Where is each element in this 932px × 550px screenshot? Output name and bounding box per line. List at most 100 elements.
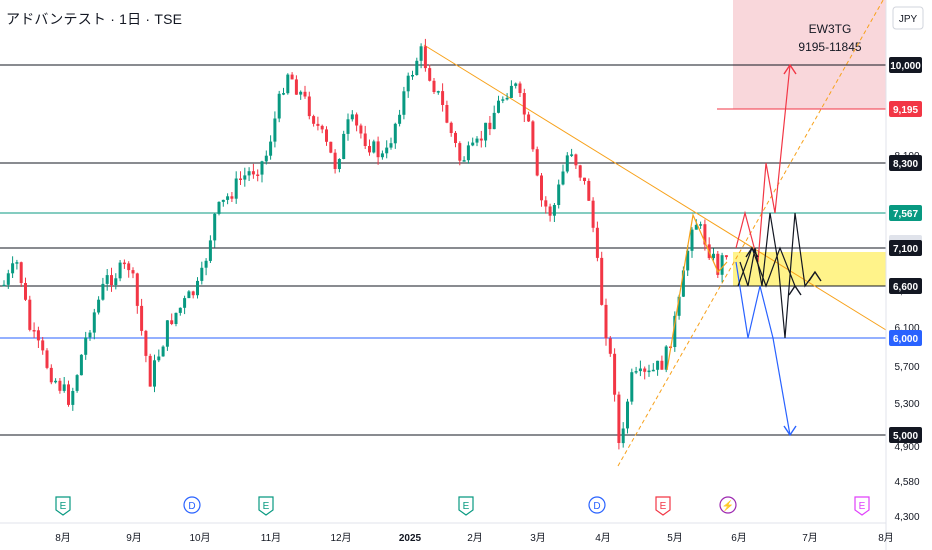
- candle-body: [643, 368, 647, 372]
- candle-body: [191, 291, 195, 296]
- candle-body: [531, 121, 535, 150]
- price-tag-label: 5,000: [893, 431, 918, 442]
- candle-body: [161, 346, 165, 357]
- x-tick-label: 6月: [731, 532, 747, 544]
- x-tick-label: 5月: [667, 532, 683, 544]
- candle-body: [475, 138, 479, 143]
- x-tick-label: 2月: [467, 532, 483, 544]
- event-marker: [588, 496, 606, 514]
- candle-body: [484, 122, 488, 141]
- candle-body: [269, 141, 273, 156]
- candle-body: [359, 125, 363, 134]
- candle-body: [583, 177, 586, 181]
- candle-body: [368, 146, 371, 153]
- candle-body: [535, 149, 539, 176]
- x-tick-label: 11月: [261, 532, 281, 544]
- candle-body: [221, 199, 225, 202]
- candle-body: [570, 154, 574, 156]
- candle-body: [647, 370, 651, 373]
- candle-body: [471, 142, 475, 146]
- candle-body: [406, 75, 410, 92]
- candle-body: [264, 155, 268, 162]
- candle-body: [462, 160, 466, 162]
- candle-body: [325, 129, 328, 142]
- uptrend-dashed-line: [617, 0, 884, 467]
- candle-body: [432, 80, 436, 92]
- candle-body: [651, 369, 655, 372]
- neutral-arrow-1: [745, 246, 759, 258]
- candle-body: [389, 143, 393, 148]
- candle-body: [613, 353, 617, 395]
- candle-body: [634, 371, 638, 373]
- x-tick-label: 7月: [802, 532, 818, 544]
- candle-body: [441, 91, 445, 105]
- candle-body: [720, 255, 724, 275]
- x-tick-label: 8月: [55, 532, 71, 544]
- event-marker-label: E: [463, 501, 470, 512]
- candle-body: [664, 346, 668, 370]
- x-tick-label: 3月: [530, 532, 546, 544]
- candle-body: [552, 205, 556, 216]
- candle-body: [282, 93, 285, 95]
- candle-body: [196, 280, 199, 296]
- event-marker: [655, 496, 671, 516]
- x-tick-label: 8月: [878, 532, 894, 544]
- candle-body: [350, 114, 354, 120]
- candle-body: [165, 320, 169, 347]
- candle-body: [608, 338, 612, 354]
- candle-body: [681, 270, 685, 297]
- price-tag-label: 10,000: [890, 61, 921, 72]
- candle-body: [561, 171, 565, 185]
- event-marker-label: E: [60, 501, 67, 512]
- candle-body: [2, 284, 6, 287]
- candle-body: [604, 304, 608, 339]
- candle-body: [140, 305, 144, 331]
- target-zone-label: EW3TG: [809, 22, 852, 36]
- candle-body: [170, 320, 174, 324]
- event-marker-label: D: [593, 501, 600, 512]
- candle-body: [514, 83, 518, 86]
- price-tag-5000: [889, 427, 922, 443]
- candle-body: [200, 267, 204, 281]
- candle-body: [428, 68, 432, 81]
- candle-body: [393, 123, 397, 144]
- candle-body: [380, 153, 384, 158]
- candle-body: [638, 368, 642, 372]
- candle-body: [290, 74, 294, 80]
- neutral-arrow-3: [808, 270, 822, 282]
- neutral-projection-2: [737, 246, 796, 288]
- candle-body: [286, 74, 290, 94]
- candle-body: [522, 93, 526, 115]
- recent-wave: [666, 212, 728, 371]
- candle-body: [256, 174, 260, 176]
- candle-body: [518, 83, 522, 93]
- chart-title: アドバンテスト · 1日 · TSE: [6, 11, 183, 27]
- candle-body: [333, 152, 337, 169]
- event-marker-label: ⚡: [722, 499, 734, 512]
- candle-body: [342, 133, 346, 159]
- candle-body: [565, 155, 569, 172]
- candle-body: [578, 165, 582, 178]
- candle-body: [32, 330, 36, 332]
- candle-body: [419, 46, 423, 61]
- currency-label: JPY: [899, 14, 918, 25]
- candle-body: [595, 227, 599, 258]
- candle-body: [398, 114, 402, 124]
- candle-body: [213, 213, 217, 241]
- candle-body: [509, 85, 513, 98]
- candle-body: [15, 262, 19, 264]
- candle-body: [699, 224, 703, 226]
- bear-projection: [735, 261, 791, 436]
- candle-body: [492, 112, 496, 130]
- candle-body: [79, 354, 83, 376]
- candle-body: [144, 330, 148, 356]
- candle-body: [458, 143, 462, 161]
- price-tag-label: 6,000: [893, 334, 918, 345]
- downtrend-line: [423, 44, 887, 331]
- price-tag-6000: [889, 330, 922, 346]
- candle-body: [312, 116, 316, 124]
- candle-body: [110, 275, 113, 285]
- candle-body: [11, 263, 15, 274]
- price-tag-label: 6,600: [893, 282, 918, 293]
